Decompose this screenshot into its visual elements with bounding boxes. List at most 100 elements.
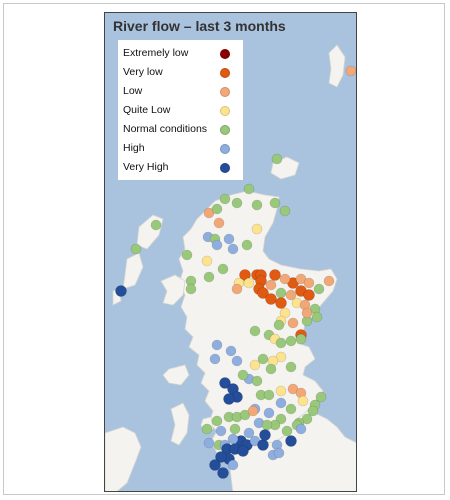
- station-marker-normal[interactable]: [181, 249, 193, 261]
- station-marker-normal[interactable]: [285, 335, 297, 347]
- station-marker-normal[interactable]: [295, 333, 307, 345]
- station-marker-high[interactable]: [273, 447, 285, 459]
- station-marker-very-low[interactable]: [265, 293, 277, 305]
- station-marker-high[interactable]: [227, 459, 239, 471]
- station-marker-very-high[interactable]: [259, 429, 271, 441]
- legend-label: Quite Low: [123, 104, 171, 116]
- station-marker-very-high[interactable]: [115, 285, 127, 297]
- station-marker-high[interactable]: [211, 239, 223, 251]
- station-marker-normal[interactable]: [269, 197, 281, 209]
- station-marker-high[interactable]: [215, 425, 227, 437]
- legend-item-very-low: Very low: [123, 65, 238, 83]
- station-marker-normal[interactable]: [237, 369, 249, 381]
- station-marker-high[interactable]: [263, 407, 275, 419]
- station-marker-normal[interactable]: [275, 287, 287, 299]
- station-marker-normal[interactable]: [307, 405, 319, 417]
- station-marker-very-low[interactable]: [303, 289, 315, 301]
- station-marker-high[interactable]: [203, 437, 215, 449]
- station-marker-normal[interactable]: [313, 283, 325, 295]
- station-marker-high[interactable]: [211, 339, 223, 351]
- harris-uist: [122, 252, 144, 290]
- station-marker-high[interactable]: [243, 427, 255, 439]
- river-flow-map: River flow – last 3 months Extremely low…: [104, 12, 357, 492]
- legend-swatch: [220, 49, 230, 59]
- station-marker-normal[interactable]: [241, 239, 253, 251]
- station-marker-normal[interactable]: [229, 423, 241, 435]
- station-marker-low[interactable]: [265, 279, 277, 291]
- station-marker-normal[interactable]: [150, 219, 162, 231]
- station-marker-normal[interactable]: [285, 361, 297, 373]
- station-marker-normal[interactable]: [251, 199, 263, 211]
- station-marker-very-high[interactable]: [285, 435, 297, 447]
- station-marker-high[interactable]: [227, 243, 239, 255]
- station-marker-high[interactable]: [225, 345, 237, 357]
- station-marker-very-high[interactable]: [209, 459, 221, 471]
- station-marker-normal[interactable]: [231, 197, 243, 209]
- station-marker-low[interactable]: [287, 317, 299, 329]
- station-marker-quite-low[interactable]: [275, 385, 287, 397]
- station-marker-normal[interactable]: [211, 415, 223, 427]
- station-marker-very-high[interactable]: [237, 445, 249, 457]
- station-marker-normal[interactable]: [281, 425, 293, 437]
- station-marker-low[interactable]: [213, 217, 225, 229]
- station-marker-low[interactable]: [323, 275, 335, 287]
- station-marker-high[interactable]: [227, 433, 239, 445]
- station-marker-very-high[interactable]: [217, 467, 229, 479]
- station-marker-very-low[interactable]: [257, 287, 269, 299]
- station-marker-low[interactable]: [279, 273, 291, 285]
- station-marker-normal[interactable]: [185, 283, 197, 295]
- station-marker-very-high[interactable]: [257, 439, 269, 451]
- station-marker-normal[interactable]: [217, 263, 229, 275]
- station-marker-quite-low[interactable]: [251, 223, 263, 235]
- station-marker-high[interactable]: [275, 397, 287, 409]
- station-marker-very-low[interactable]: [269, 269, 281, 281]
- legend-swatch: [220, 144, 230, 154]
- station-marker-normal[interactable]: [249, 325, 261, 337]
- station-marker-normal[interactable]: [219, 193, 231, 205]
- map-title: River flow – last 3 months: [113, 18, 286, 34]
- station-marker-normal[interactable]: [257, 353, 269, 365]
- legend-label: Low: [123, 85, 143, 97]
- station-marker-quite-low[interactable]: [201, 255, 213, 267]
- legend-item-normal: Normal conditions: [123, 122, 238, 140]
- station-marker-normal[interactable]: [279, 205, 291, 217]
- station-marker-very-high[interactable]: [219, 377, 231, 389]
- station-marker-normal[interactable]: [203, 271, 215, 283]
- station-marker-very-high[interactable]: [223, 393, 235, 405]
- station-marker-normal[interactable]: [271, 153, 283, 165]
- legend-swatch: [220, 87, 230, 97]
- station-marker-normal[interactable]: [251, 375, 263, 387]
- station-marker-high[interactable]: [209, 353, 221, 365]
- legend-item-high: High: [123, 141, 238, 159]
- station-marker-normal[interactable]: [273, 319, 285, 331]
- station-marker-normal[interactable]: [130, 243, 142, 255]
- station-marker-normal[interactable]: [285, 403, 297, 415]
- station-marker-low[interactable]: [285, 289, 297, 301]
- station-marker-normal[interactable]: [311, 311, 323, 323]
- station-marker-low[interactable]: [247, 405, 259, 417]
- station-marker-normal[interactable]: [201, 423, 213, 435]
- legend-swatch: [220, 68, 230, 78]
- station-marker-low[interactable]: [231, 283, 243, 295]
- station-marker-normal[interactable]: [275, 337, 287, 349]
- station-marker-normal[interactable]: [263, 389, 275, 401]
- station-marker-low[interactable]: [303, 277, 315, 289]
- station-marker-very-low[interactable]: [275, 297, 287, 309]
- station-marker-quite-low[interactable]: [249, 359, 261, 371]
- station-marker-quite-low[interactable]: [243, 277, 255, 289]
- station-marker-high[interactable]: [223, 233, 235, 245]
- station-marker-low[interactable]: [301, 307, 313, 319]
- station-marker-low[interactable]: [345, 65, 356, 77]
- station-marker-high[interactable]: [231, 355, 243, 367]
- station-marker-normal[interactable]: [315, 391, 327, 403]
- map-canvas: [105, 44, 356, 491]
- station-marker-quite-low[interactable]: [297, 395, 309, 407]
- station-marker-normal[interactable]: [243, 183, 255, 195]
- legend-item-quite-low: Quite Low: [123, 103, 238, 121]
- station-marker-high[interactable]: [295, 423, 307, 435]
- legend-label: High: [123, 142, 145, 154]
- station-marker-normal[interactable]: [261, 419, 273, 431]
- station-marker-very-high[interactable]: [215, 451, 227, 463]
- station-marker-normal[interactable]: [265, 363, 277, 375]
- station-marker-normal[interactable]: [211, 203, 223, 215]
